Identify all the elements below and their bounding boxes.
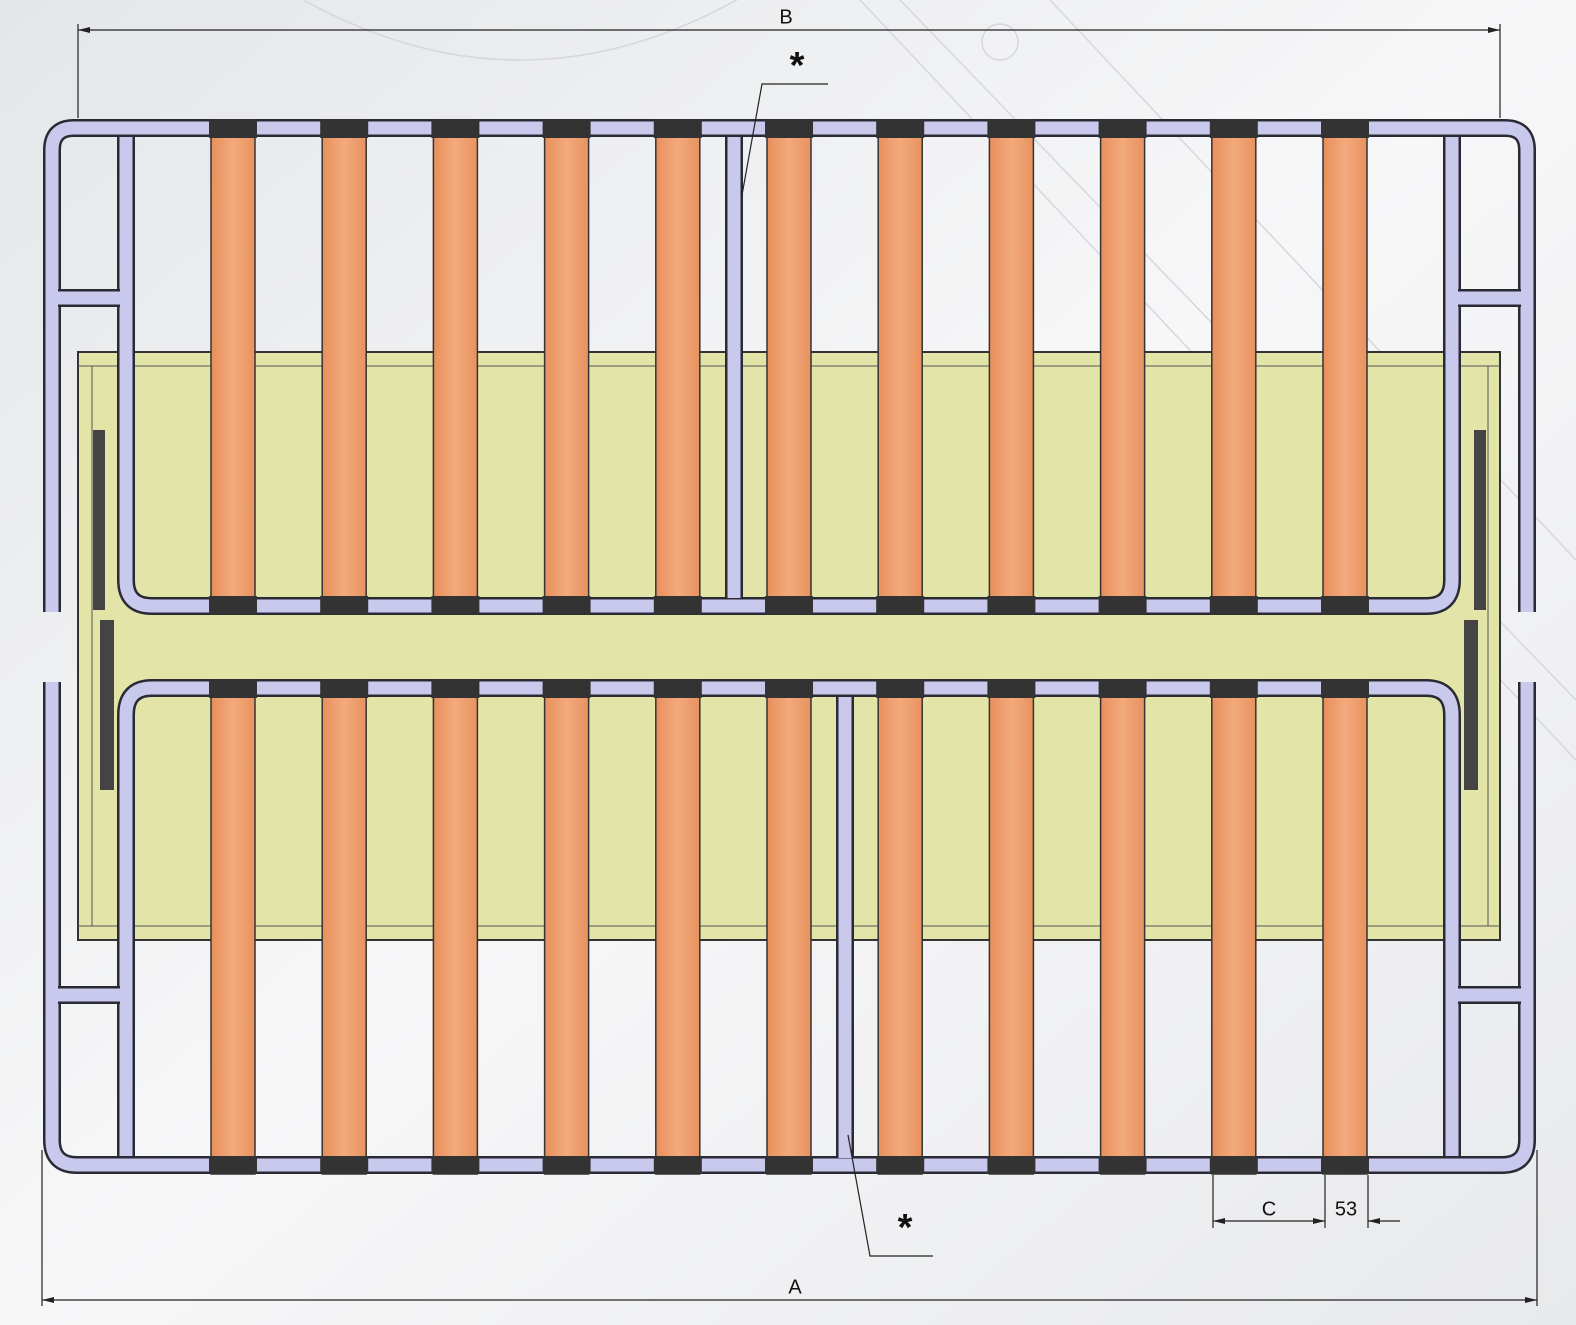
slat-cap [542,120,591,138]
slat-cap [653,120,702,138]
slat-cap [431,596,480,614]
slat-cap [1098,120,1147,138]
dimension-b: B [77,6,1501,118]
slat-cap [653,680,702,698]
slat [655,119,701,615]
slat-cap [653,1156,702,1174]
slats [209,119,1369,1175]
slat-cap [431,680,480,698]
leader-line [847,1134,933,1257]
slat [432,119,479,615]
hinge [100,620,114,790]
slat [766,679,812,1175]
slat-cap [209,120,257,138]
slat [1322,679,1368,1175]
slat [877,679,923,1175]
slat-cap [987,1156,1036,1174]
dimension-slat: C 53 [1212,1175,1400,1228]
slat [210,119,256,615]
hinge [1464,620,1478,790]
slat-cap [1321,1156,1369,1174]
slat-cap [765,120,813,138]
slat-cap [209,1156,257,1174]
slat-cap [320,1156,369,1174]
slat [877,119,923,615]
slat [1211,119,1257,615]
slat-cap [1098,1156,1147,1174]
slat-cap [876,680,925,698]
slat-cap [1098,680,1147,698]
slat-cap [876,1156,925,1174]
slat-cap [542,1156,591,1174]
slat [988,679,1035,1175]
slat [1099,679,1146,1175]
slat-cap [1209,1156,1258,1174]
slat-cap [987,680,1036,698]
slat-cap [431,1156,480,1174]
slat-cap [876,596,925,614]
slat-cap [765,596,813,614]
slat [321,119,367,615]
slat [1322,119,1368,615]
slat [543,679,590,1175]
slat-cap [320,680,369,698]
slat-cap [1209,680,1258,698]
slat-cap [1098,596,1147,614]
slat-cap [765,1156,813,1174]
slat-cap [1321,680,1369,698]
note-top: * [741,45,828,196]
slat-cap [1321,596,1369,614]
slat-cap [320,596,369,614]
slat-cap [1321,120,1369,138]
hinge [93,430,105,610]
slat-cap [653,596,702,614]
slat-cap [542,680,591,698]
slat [1099,119,1146,615]
slat [655,679,701,1175]
slat [1211,679,1257,1175]
slat [432,679,479,1175]
note-bottom: * [847,1134,933,1257]
slat [766,119,812,615]
dimension-label: 53 [1335,1198,1357,1220]
slat [321,679,367,1175]
slat-cap [1209,596,1258,614]
slat-cap [876,120,925,138]
slat-cap [987,596,1036,614]
dimension-label: A [788,1276,802,1298]
slat-cap [320,120,369,138]
slat [988,119,1035,615]
slat-cap [1209,120,1258,138]
dimension-label: C [1262,1198,1276,1220]
leader-line [741,83,828,196]
dimension-label: B [779,6,792,28]
hinge [1474,430,1486,610]
slat-cap [987,120,1036,138]
slat-cap [209,596,257,614]
slat-cap [209,680,257,698]
slat-cap [431,120,480,138]
slat-cap [542,596,591,614]
slat [543,119,590,615]
slat-cap [765,680,813,698]
dimension-a: A [41,1150,1538,1306]
hinges [93,430,1486,790]
note-mark: * [898,1207,913,1249]
note-mark: * [790,45,805,87]
slat [210,679,256,1175]
